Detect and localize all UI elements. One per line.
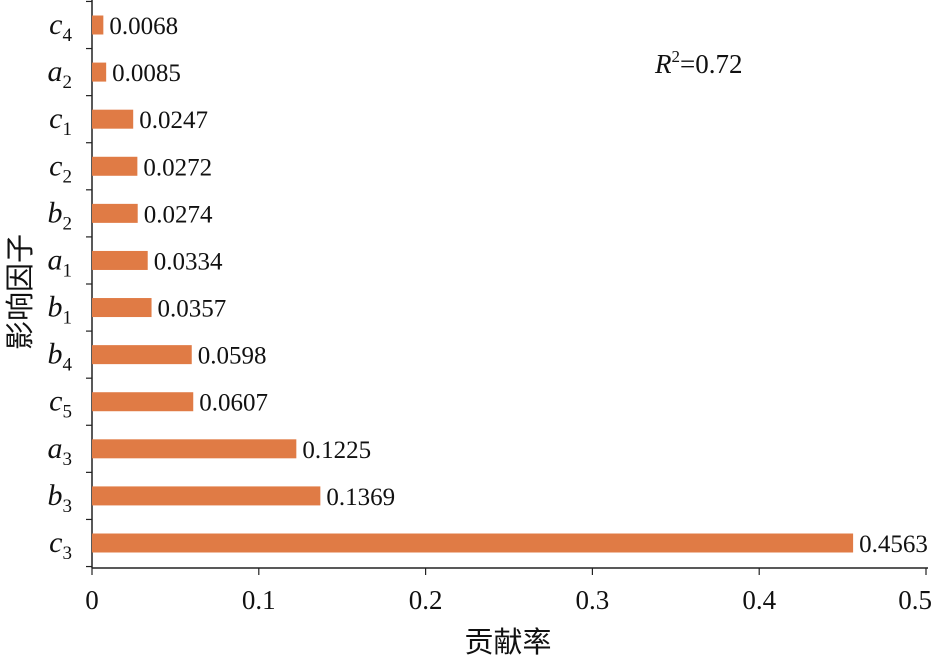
x-tick-label: 0 — [85, 585, 99, 615]
bar — [92, 62, 107, 82]
x-axis-label: 贡献率 — [464, 625, 551, 659]
value-label: 0.1225 — [302, 437, 371, 464]
bar — [92, 486, 321, 506]
category-label: a2 — [48, 55, 73, 93]
category-label: b1 — [48, 291, 73, 329]
bar — [92, 156, 138, 176]
category-label: c2 — [49, 149, 72, 187]
bar — [92, 439, 297, 459]
bar — [92, 109, 134, 129]
value-labels: 0.4563 0.1369 0.1225 0.0607 0.0598 0.0357 0.03… — [109, 13, 928, 558]
value-label: 0.0357 — [158, 296, 227, 323]
x-tick-label: 0.5 — [898, 585, 932, 615]
category-label: c1 — [49, 102, 72, 140]
bar — [92, 250, 148, 270]
category-label: a3 — [48, 432, 73, 470]
value-label: 0.0068 — [109, 13, 178, 40]
r-squared-annotation: R2=0.72 — [654, 47, 742, 79]
value-label: 0.0607 — [199, 390, 268, 417]
category-label: b4 — [48, 338, 73, 376]
y-axis-ticks — [86, 0, 92, 568]
value-label: 0.0085 — [112, 60, 181, 87]
value-label: 0.0334 — [154, 248, 223, 275]
x-tick-label: 0.4 — [742, 585, 776, 615]
category-label: a1 — [48, 243, 73, 281]
value-label: 0.0274 — [144, 201, 213, 228]
bar — [92, 345, 192, 365]
category-label: c5 — [49, 385, 72, 423]
x-tick-label: 0.3 — [576, 585, 610, 615]
category-label: c4 — [49, 8, 72, 46]
x-tick-label: 0.2 — [409, 585, 443, 615]
r-squared-var: R — [654, 49, 672, 79]
value-label: 0.0272 — [143, 154, 212, 181]
bar — [92, 203, 138, 223]
value-label: 0.0598 — [198, 343, 267, 370]
bar — [92, 533, 854, 553]
category-label: b2 — [48, 196, 73, 234]
category-label: c3 — [49, 526, 72, 564]
category-label: b3 — [48, 479, 73, 517]
r-squared-sup: 2 — [672, 47, 681, 66]
bars-group — [92, 15, 854, 553]
bar — [92, 392, 194, 412]
bar — [92, 15, 104, 35]
value-label: 0.0247 — [139, 107, 208, 134]
y-axis-label: 影响因子 — [3, 234, 37, 350]
category-labels: c3 b3 a3 c5 b4 b1 a1 b2 c2 c1 a2 c4 — [48, 8, 73, 564]
r-squared-value: =0.72 — [680, 49, 742, 79]
x-tick-label: 0.1 — [242, 585, 276, 615]
bar — [92, 298, 152, 318]
x-axis-ticks: 0 0.1 0.2 0.3 0.4 0.5 — [85, 568, 932, 615]
value-label: 0.4563 — [859, 531, 928, 558]
value-label: 0.1369 — [326, 484, 395, 511]
